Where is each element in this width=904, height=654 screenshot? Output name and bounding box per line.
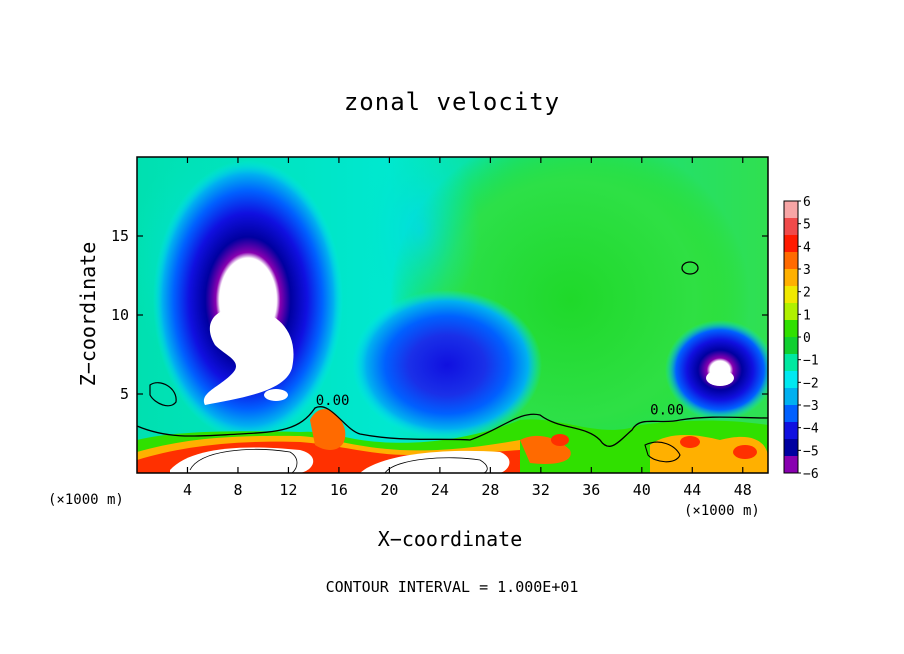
colorbar-swatch	[784, 201, 798, 219]
x-unit-right: (×1000 m)	[684, 503, 760, 519]
y-tick-label: 15	[111, 227, 129, 245]
colorbar-label: −4	[803, 422, 819, 437]
colorbar-swatch	[784, 456, 798, 474]
chart-title: zonal velocity	[343, 88, 561, 116]
x-tick-label: 4	[183, 481, 192, 499]
x-tick-label: 44	[683, 481, 701, 499]
colorbar-swatch	[784, 286, 798, 304]
colorbar-swatch	[784, 252, 798, 270]
colorbar-label: 6	[803, 195, 811, 210]
colorbar-swatch	[784, 218, 798, 236]
colorbar-label: −3	[803, 399, 819, 414]
x-axis-label: X−coordinate	[377, 527, 523, 551]
colorbar-label: −2	[803, 376, 819, 391]
y-tick-label: 10	[111, 306, 129, 324]
colorbar-swatch	[784, 371, 798, 389]
colorbar-swatch	[784, 388, 798, 406]
colorbar-swatch	[784, 235, 798, 253]
colorbar-label: 2	[803, 286, 811, 301]
colorbar-swatch	[784, 303, 798, 321]
x-tick-label: 48	[734, 481, 752, 499]
heatmap-field	[137, 157, 768, 473]
x-unit-left: (×1000 m)	[48, 492, 124, 508]
colorbar-swatch	[784, 320, 798, 338]
x-tick-label: 12	[279, 481, 297, 499]
y-axis-label: Z−coordinate	[76, 241, 100, 387]
colorbar-swatch	[784, 422, 798, 440]
x-tick-label: 24	[431, 481, 449, 499]
y-tick-label: 5	[120, 385, 129, 403]
colorbar-swatch	[784, 439, 798, 457]
x-tick-label: 16	[330, 481, 348, 499]
x-tick-label: 40	[633, 481, 651, 499]
colorbar-label: −1	[803, 354, 819, 369]
x-tick-label: 32	[532, 481, 550, 499]
colorbar: 6 5 4 3 2 1 0 −1 −2 −3 −4 −5 −6	[783, 195, 819, 482]
contour-interval-note: CONTOUR INTERVAL = 1.000E+01	[325, 578, 579, 596]
x-tick-label: 28	[481, 481, 499, 499]
colorbar-label: −6	[803, 467, 819, 482]
colorbar-swatch	[784, 405, 798, 423]
x-tick-label: 20	[380, 481, 398, 499]
colorbar-label: 0	[803, 331, 811, 346]
colorbar-label: −5	[803, 444, 819, 459]
colorbar-swatch	[784, 337, 798, 355]
colorbar-swatch	[784, 354, 798, 372]
colorbar-label: 1	[803, 308, 811, 323]
colorbar-label: 5	[803, 218, 811, 233]
x-tick-label: 8	[233, 481, 242, 499]
colorbar-label: 4	[803, 240, 811, 255]
colorbar-swatch	[784, 269, 798, 287]
contour-label: 0.00	[316, 393, 350, 409]
colorbar-label: 3	[803, 263, 811, 278]
contour-label: 0.00	[650, 403, 684, 419]
x-tick-label: 36	[582, 481, 600, 499]
